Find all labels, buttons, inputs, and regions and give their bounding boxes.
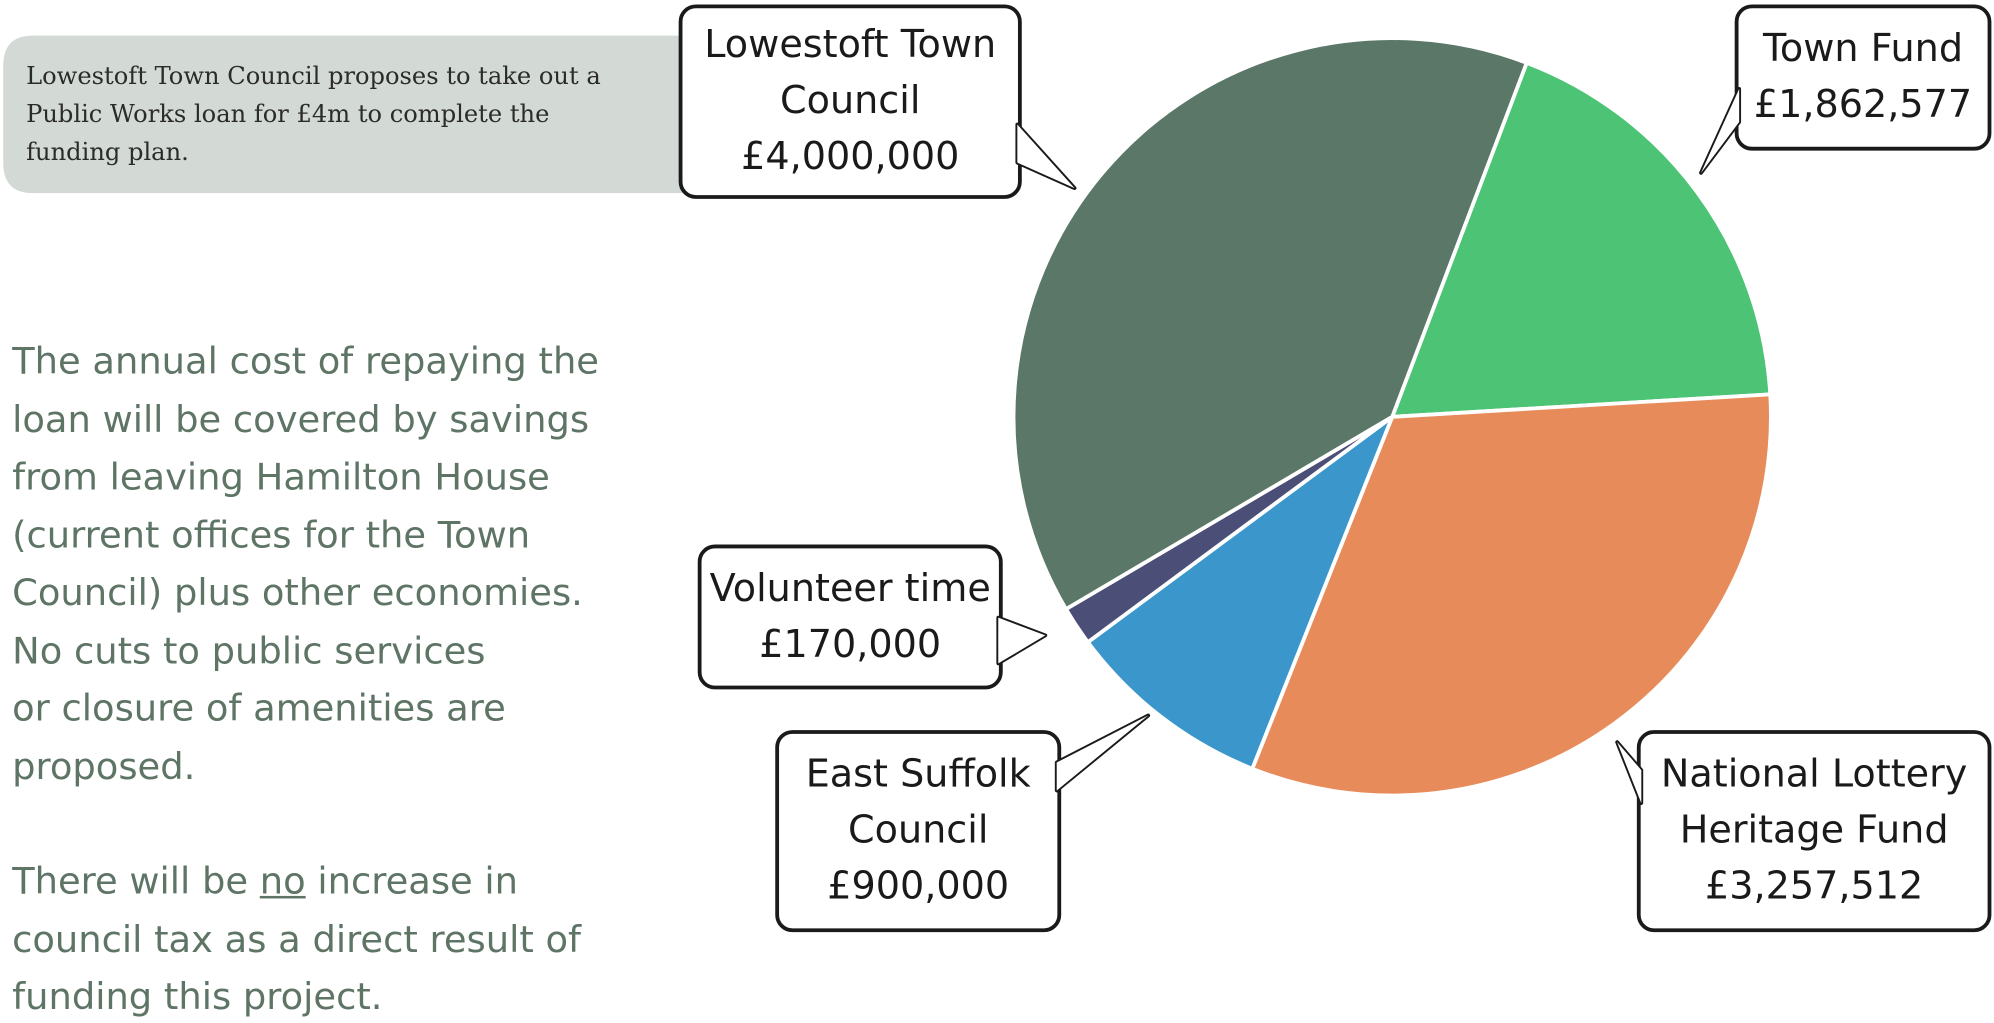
- value-label: £1,862,577: [1753, 82, 1973, 128]
- callout-frame: Volunteer time £170,000: [705, 552, 996, 683]
- pie-slice: [1011, 36, 1529, 612]
- callout-text: National Lottery Heritage Fund £3,257,512: [1644, 737, 1985, 925]
- pie-slice: [1085, 414, 1395, 771]
- category-label: East Suffolk Council: [805, 752, 1031, 853]
- paragraph: The annual cost of repaying the loan wil…: [12, 339, 599, 614]
- body-frame: The annual cost of repaying the loan wil…: [12, 333, 647, 1023]
- callout-frame: East Suffolk Council £900,000: [782, 737, 1054, 925]
- callout-box: [1734, 4, 1992, 151]
- callout-text: Lowestoft Town Council £4,000,000: [686, 11, 1015, 191]
- pie-slice: [1390, 60, 1773, 419]
- category-label: Volunteer time: [709, 566, 991, 611]
- callout: Lowestoft Town Council £4,000,000: [678, 4, 1077, 199]
- callout-frame: National Lottery Heritage Fund £3,257,512: [1644, 737, 1985, 925]
- note-box: [3, 35, 687, 194]
- pie: [1011, 36, 1773, 798]
- callout-text: Volunteer time £170,000: [705, 552, 996, 683]
- callout-box: [1636, 730, 1992, 933]
- category-label: National Lottery Heritage Fund: [1660, 752, 1968, 853]
- callout-box: [678, 4, 1022, 199]
- category-label: Lowestoft Town Council: [704, 22, 997, 124]
- callout-frame: Lowestoft Town Council £4,000,000: [686, 11, 1015, 191]
- body-text: The annual cost of repaying the loan wil…: [12, 333, 647, 1023]
- callout-tail-fill: [1617, 742, 1642, 804]
- text: increase in council tax as a direct resu…: [12, 859, 582, 1018]
- callout: National Lottery Heritage Fund £3,257,512: [1615, 730, 1992, 933]
- note-text: Lowestoft Town Council proposes to take …: [26, 62, 601, 167]
- note-frame: Lowestoft Town Council proposes to take …: [26, 62, 601, 167]
- callout: Town Fund £1,862,577: [1699, 4, 1992, 175]
- callout: East Suffolk Council £900,000: [775, 713, 1151, 933]
- paragraph: No cuts to public services or closure of…: [12, 628, 506, 788]
- callout-frame: Town Fund £1,862,577: [1742, 11, 1985, 143]
- text: There will be: [12, 859, 260, 903]
- category-label: Town Fund: [1763, 26, 1964, 72]
- pie-slice: [1250, 392, 1773, 798]
- value-label: £170,000: [759, 622, 942, 667]
- callouts: Town Fund £1,862,577 National Lottery Heri…: [678, 4, 1992, 933]
- callout-text: Town Fund £1,862,577: [1742, 11, 1985, 143]
- paragraph: There will be no increase in council tax…: [12, 853, 622, 1023]
- value-label: £3,257,512: [1704, 864, 1924, 909]
- callout-tail-fill: [998, 617, 1046, 664]
- callout-text: East Suffolk Council £900,000: [782, 737, 1054, 925]
- callout-box: [775, 730, 1062, 933]
- callout: Volunteer time £170,000: [697, 544, 1048, 690]
- callout-tail-fill: [1701, 88, 1740, 173]
- value-label: £4,000,000: [741, 134, 960, 180]
- emphasis: no: [259, 859, 306, 903]
- value-label: £900,000: [827, 864, 1010, 909]
